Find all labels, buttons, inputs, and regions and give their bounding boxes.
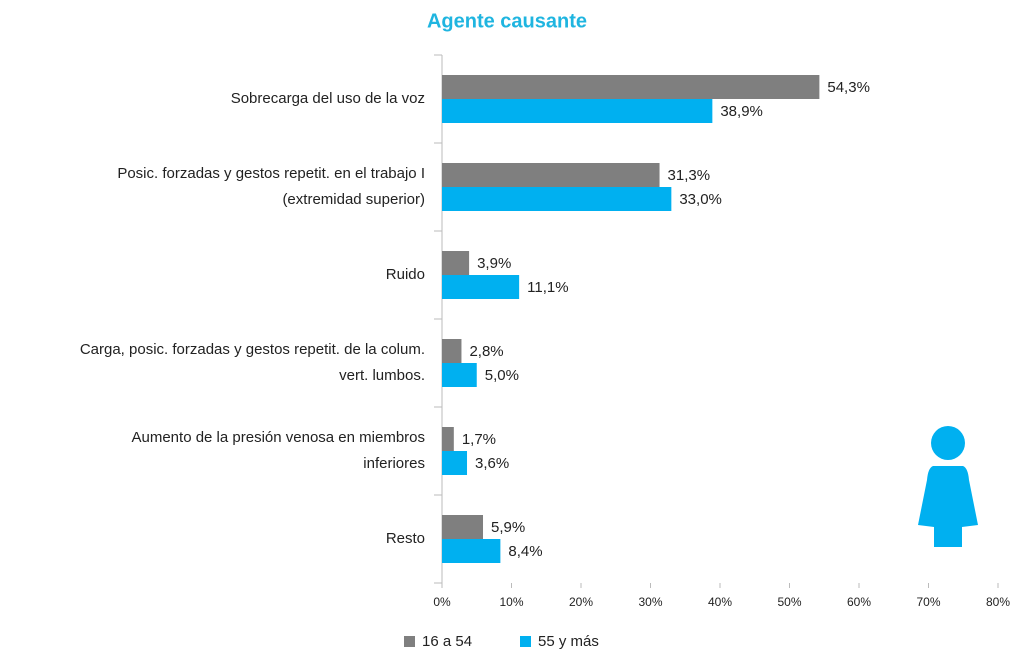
category-label-line: Sobrecarga del uso de la voz (231, 90, 425, 107)
category-label-line: Posic. forzadas y gestos repetit. en el … (117, 165, 425, 182)
chart-title: Agente causante (427, 10, 587, 32)
x-tick-label: 50% (777, 595, 801, 609)
value-label: 8,4% (508, 543, 542, 560)
x-tick-label: 0% (433, 595, 451, 609)
bar (442, 163, 660, 187)
bar (442, 187, 672, 211)
x-tick-label: 40% (708, 595, 732, 609)
x-tick-label: 70% (916, 595, 940, 609)
bar (442, 275, 520, 299)
value-label: 2,8% (469, 343, 503, 360)
person-icon (918, 426, 978, 547)
category-label-line: (extremidad superior) (282, 191, 425, 208)
value-label: 3,6% (475, 455, 509, 472)
legend-label: 16 a 54 (422, 633, 472, 650)
value-label: 54,3% (827, 79, 870, 96)
category-label-line: vert. lumbos. (339, 367, 425, 384)
bar (442, 363, 477, 387)
category-label: Posic. forzadas y gestos repetit. en el … (117, 165, 425, 208)
category-label: Resto (386, 530, 425, 547)
x-tick-label: 60% (847, 595, 871, 609)
x-tick-label: 30% (638, 595, 662, 609)
bar (442, 539, 501, 563)
category-label-line: Ruido (386, 266, 425, 283)
category-label-line: Aumento de la presión venosa en miembros (132, 429, 426, 446)
value-label: 3,9% (477, 255, 511, 272)
category-label: Sobrecarga del uso de la voz (231, 90, 425, 107)
bar (442, 427, 454, 451)
bar (442, 75, 820, 99)
x-tick-label: 10% (499, 595, 523, 609)
category-label-line: Carga, posic. forzadas y gestos repetit.… (80, 341, 425, 358)
x-tick-label: 80% (986, 595, 1010, 609)
bar (442, 515, 484, 539)
category-label: Aumento de la presión venosa en miembros… (132, 429, 426, 472)
value-label: 38,9% (720, 103, 763, 120)
value-label: 33,0% (679, 191, 722, 208)
bar (442, 251, 470, 275)
legend-label: 55 y más (538, 633, 599, 650)
legend-swatch (520, 636, 531, 647)
value-label: 31,3% (668, 167, 711, 184)
category-label: Carga, posic. forzadas y gestos repetit.… (80, 341, 425, 384)
bar (442, 99, 713, 123)
category-label: Ruido (386, 266, 425, 283)
category-label-line: Resto (386, 530, 425, 547)
value-label: 1,7% (462, 431, 496, 448)
legend-swatch (404, 636, 415, 647)
bar (442, 339, 462, 363)
category-label-line: inferiores (363, 455, 425, 472)
bar (442, 451, 468, 475)
x-tick-label: 20% (569, 595, 593, 609)
value-label: 5,9% (491, 519, 525, 536)
value-label: 11,1% (527, 279, 568, 296)
value-label: 5,0% (485, 367, 519, 384)
